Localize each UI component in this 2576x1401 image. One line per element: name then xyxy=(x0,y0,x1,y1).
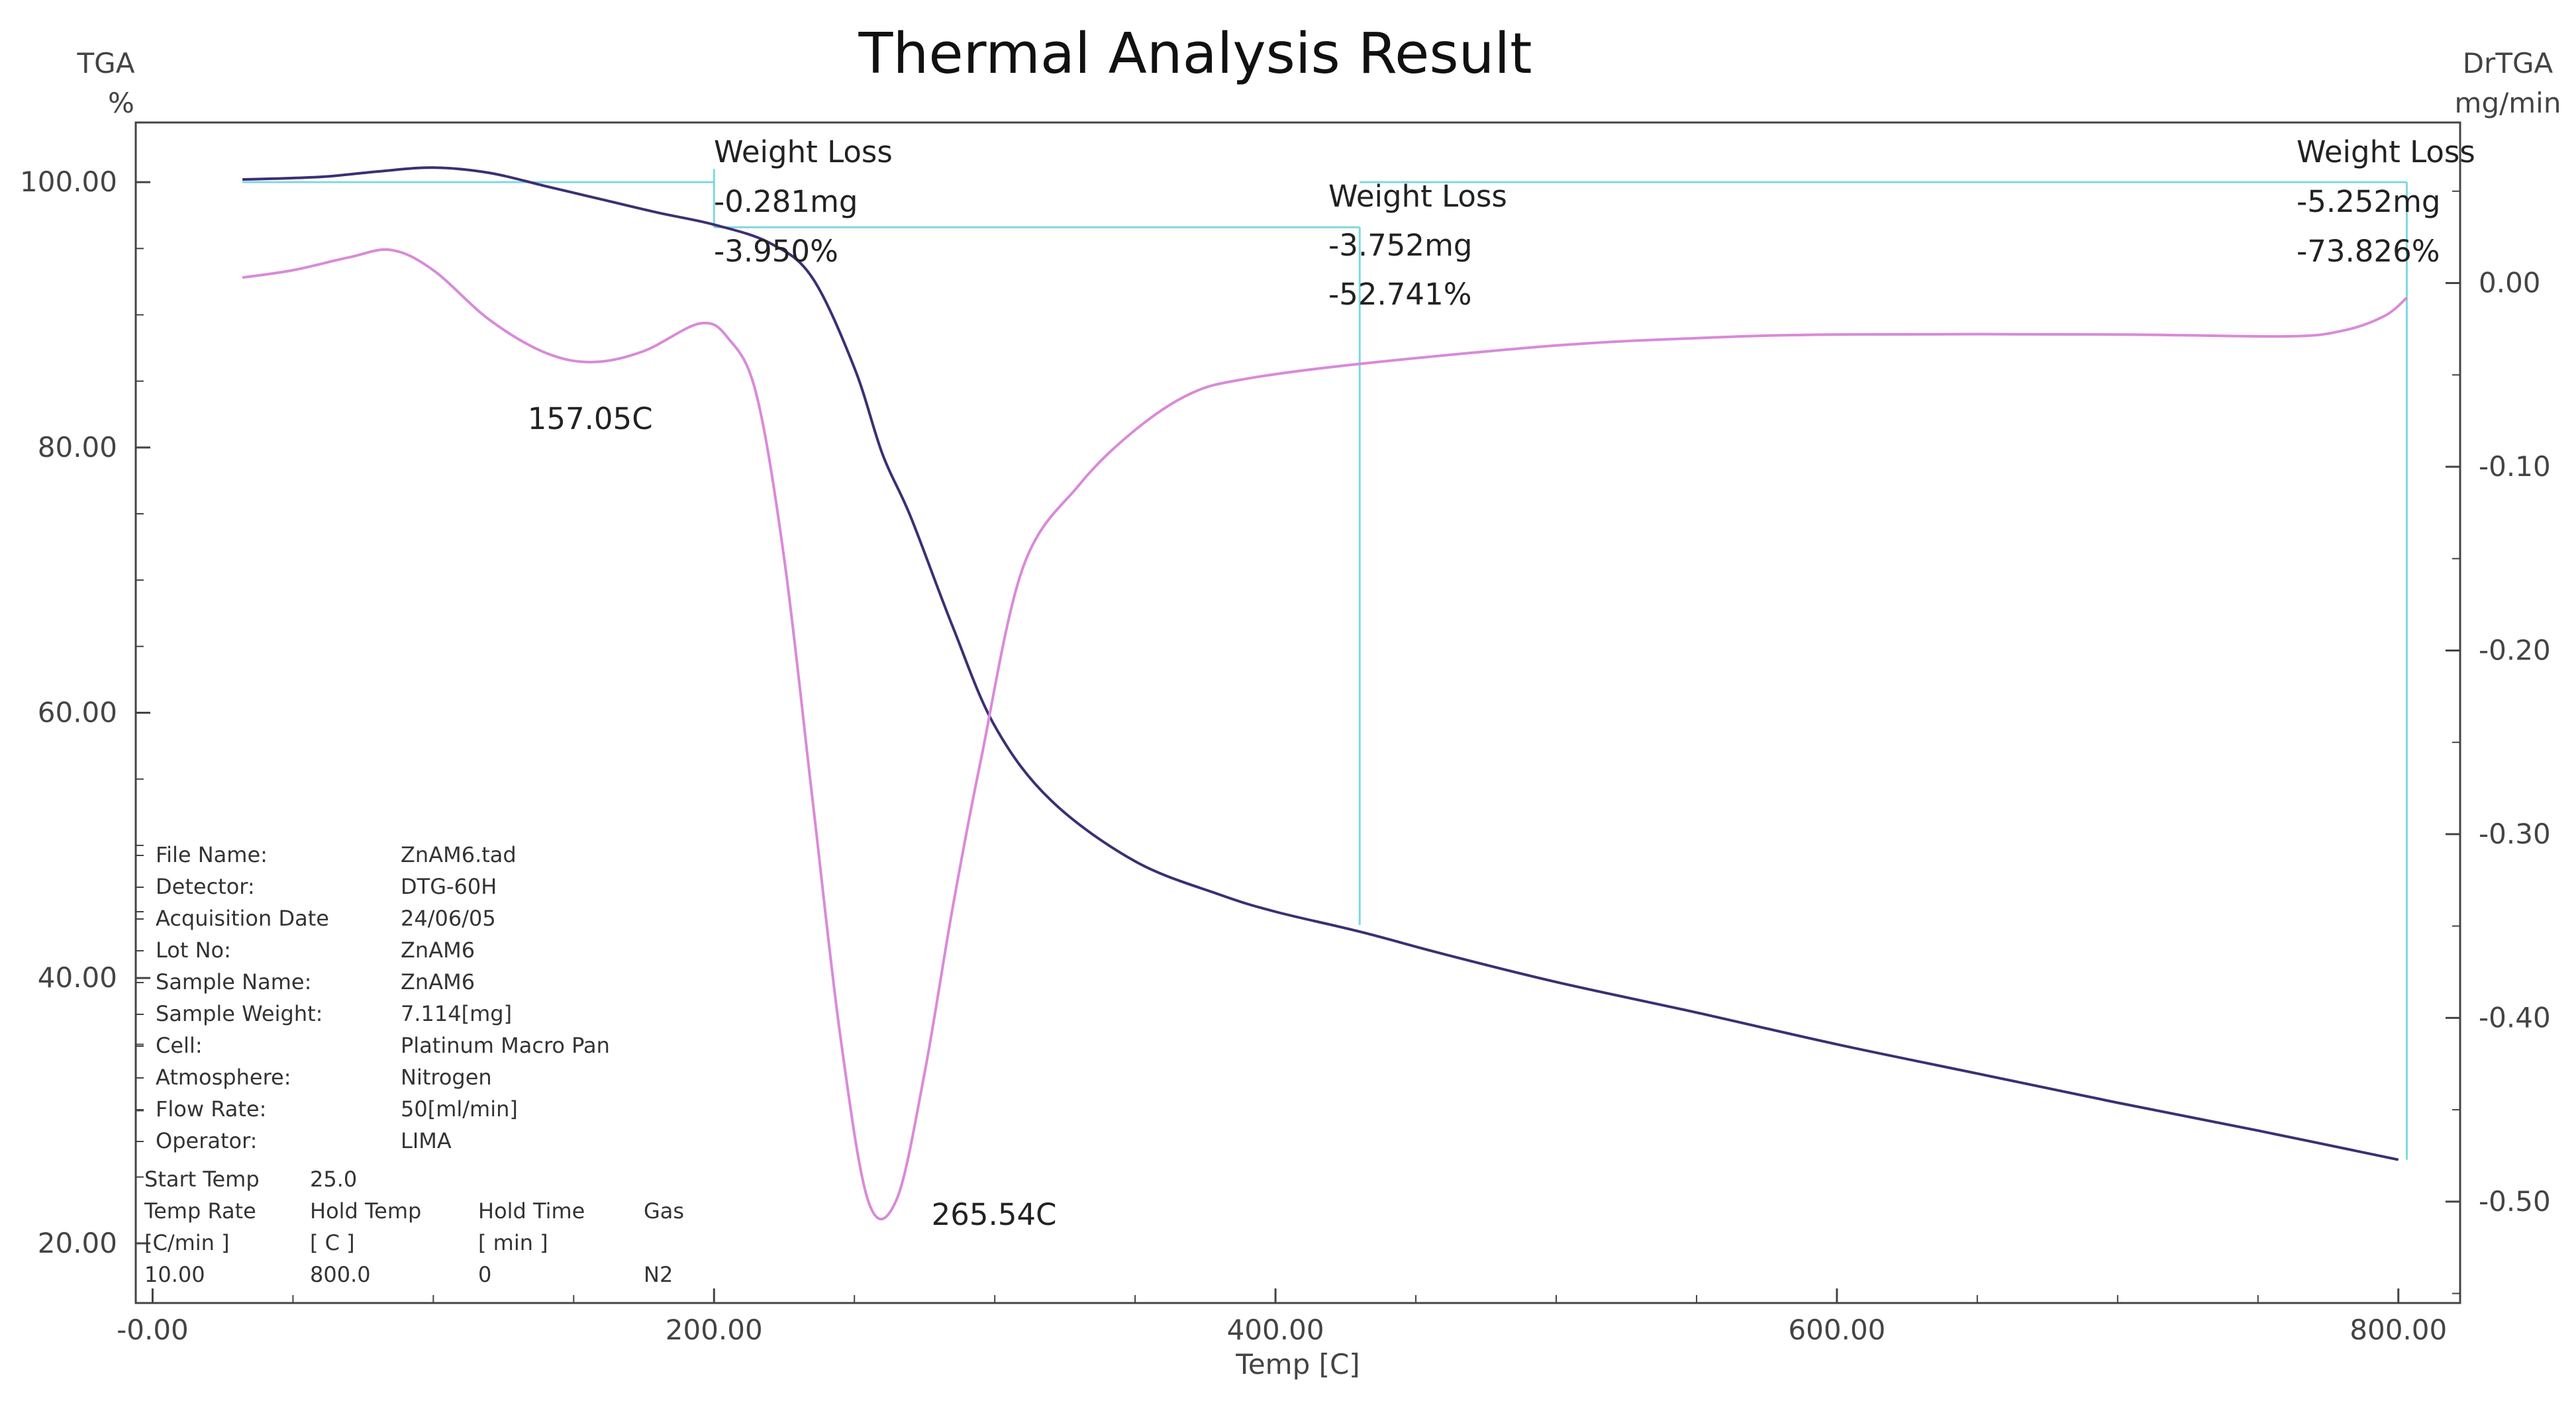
info-value: LIMA xyxy=(401,1128,452,1153)
right-axis: 0.00 -0.10 -0.20 -0.30 -0.40 -0.50 xyxy=(2446,190,2551,1294)
right-tick-label: -0.10 xyxy=(2479,450,2551,483)
drtga-series-line xyxy=(242,248,2408,1221)
x-axis: -0.00 200.00 400.00 600.00 800.00 xyxy=(117,1288,2447,1346)
right-axis-unit: mg/min xyxy=(2455,87,2561,119)
weight-loss-label: Weight Loss xyxy=(1328,179,1507,214)
x-tick-label: 600.00 xyxy=(1788,1314,1885,1346)
info-value: ZnAM6.tad xyxy=(401,842,517,867)
left-axis-label: TGA xyxy=(77,47,135,79)
program-unit: [ C ] xyxy=(310,1230,355,1255)
program-header: Temp Rate xyxy=(144,1198,256,1224)
peak-label: 157.05C xyxy=(528,401,653,436)
info-value: Nitrogen xyxy=(401,1065,492,1090)
left-tick-label: 60.00 xyxy=(38,697,117,729)
right-tick-label: 0.00 xyxy=(2479,267,2541,299)
weight-loss-mass: -5.252mg xyxy=(2297,184,2440,219)
info-label: Acquisition Date xyxy=(156,906,329,931)
info-label: Lot No: xyxy=(156,938,231,963)
program-unit: [C/min ] xyxy=(144,1230,230,1255)
info-label: Sample Weight: xyxy=(156,1001,322,1026)
info-value: Platinum Macro Pan xyxy=(401,1033,610,1058)
right-tick-label: -0.20 xyxy=(2479,634,2551,666)
info-label: Detector: xyxy=(156,874,255,899)
plot-frame xyxy=(134,121,2461,1304)
measurement-info: File Name: ZnAM6.tad Detector: DTG-60H Acqui… xyxy=(136,842,684,1287)
left-tick-label: 80.00 xyxy=(38,431,117,463)
right-tick-label: -0.40 xyxy=(2479,1001,2551,1034)
x-tick-label: 800.00 xyxy=(2350,1314,2447,1346)
annotation-layer: Weight Loss -0.281mg -3.950% Weight Loss -3.… xyxy=(528,134,2475,1232)
info-label: Cell: xyxy=(156,1033,203,1058)
program-value: 0 xyxy=(478,1262,491,1287)
program-header: Gas xyxy=(644,1198,684,1224)
info-value: 24/06/05 xyxy=(401,906,496,931)
program-start-value: 25.0 xyxy=(310,1167,357,1192)
program-value: 10.00 xyxy=(144,1262,205,1287)
info-label: Atmosphere: xyxy=(156,1065,291,1090)
info-value: DTG-60H xyxy=(401,874,497,899)
program-header: Hold Time xyxy=(478,1198,585,1224)
info-label: File Name: xyxy=(156,842,268,867)
program-start-label: Start Temp xyxy=(144,1167,260,1192)
weight-loss-percent: -3.950% xyxy=(714,234,838,269)
weight-loss-mass: -3.752mg xyxy=(1328,228,1472,263)
x-tick-label: 400.00 xyxy=(1227,1314,1324,1346)
right-tick-label: -0.50 xyxy=(2479,1185,2551,1218)
info-label: Operator: xyxy=(156,1128,257,1153)
chart-title: Thermal Analysis Result xyxy=(858,21,1532,87)
weight-loss-label: Weight Loss xyxy=(2297,134,2475,169)
left-tick-label: 40.00 xyxy=(38,961,117,994)
x-tick-label: -0.00 xyxy=(117,1314,189,1346)
program-header: Hold Temp xyxy=(310,1198,421,1224)
info-label: Flow Rate: xyxy=(156,1096,266,1122)
info-value: 50[ml/min] xyxy=(401,1096,518,1122)
right-axis-label: DrTGA xyxy=(2463,47,2553,79)
weight-loss-percent: -73.826% xyxy=(2297,234,2440,269)
right-tick-label: -0.30 xyxy=(2479,818,2551,850)
program-value: N2 xyxy=(644,1262,673,1287)
info-label: Sample Name: xyxy=(156,969,311,994)
series-layer xyxy=(242,166,2408,1221)
left-axis: 100.00 80.00 60.00 40.00 20.00 xyxy=(20,166,150,1259)
program-value: 800.0 xyxy=(310,1262,371,1287)
program-unit: [ min ] xyxy=(478,1230,548,1255)
x-tick-label: 200.00 xyxy=(666,1314,763,1346)
weight-loss-percent: -52.741% xyxy=(1328,277,1471,312)
weight-loss-label: Weight Loss xyxy=(714,134,893,169)
x-axis-label: Temp [C] xyxy=(1235,1348,1360,1380)
left-tick-label: 20.00 xyxy=(38,1227,117,1259)
weight-loss-mass: -0.281mg xyxy=(714,184,858,219)
info-value: ZnAM6 xyxy=(401,969,475,994)
info-value: ZnAM6 xyxy=(401,938,475,963)
info-value: 7.114[mg] xyxy=(401,1001,512,1026)
tga-series-line xyxy=(242,166,2399,1161)
peak-label: 265.54C xyxy=(932,1197,1057,1232)
weight-loss-guides xyxy=(242,169,2408,1160)
left-tick-label: 100.00 xyxy=(20,166,117,198)
left-axis-unit: % xyxy=(108,87,134,119)
